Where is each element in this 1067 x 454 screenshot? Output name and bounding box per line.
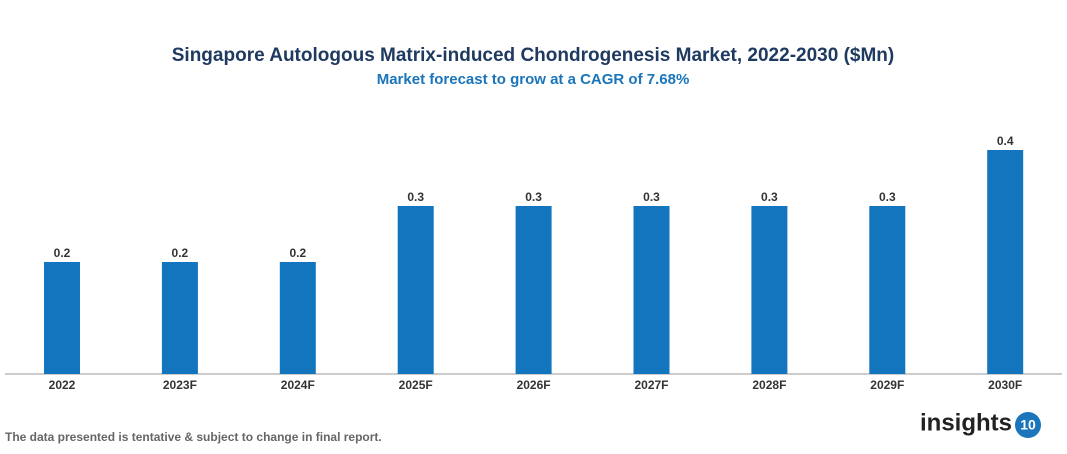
value-label: 0.3 bbox=[643, 190, 660, 204]
bar bbox=[751, 206, 788, 374]
x-tick-label: 2023F bbox=[163, 378, 197, 392]
value-label: 0.4 bbox=[997, 134, 1014, 148]
x-tick-label: 2029F bbox=[870, 378, 904, 392]
bar bbox=[397, 206, 434, 374]
value-label: 0.3 bbox=[407, 190, 424, 204]
bar bbox=[869, 206, 906, 374]
x-tick-label: 2022 bbox=[49, 378, 76, 392]
bar bbox=[633, 206, 670, 374]
x-tick-label: 2028F bbox=[752, 378, 786, 392]
x-tick-label: 2025F bbox=[399, 378, 433, 392]
value-label: 0.2 bbox=[289, 246, 306, 260]
logo-badge-text: 10 bbox=[1020, 417, 1036, 433]
bar bbox=[987, 150, 1024, 374]
value-label: 0.2 bbox=[54, 246, 71, 260]
x-tick-label: 2026F bbox=[517, 378, 551, 392]
value-label: 0.2 bbox=[172, 246, 189, 260]
bar bbox=[515, 206, 552, 374]
chart-subtitle: Market forecast to grow at a CAGR of 7.6… bbox=[377, 71, 690, 88]
bar bbox=[44, 262, 80, 374]
value-label: 0.3 bbox=[761, 190, 778, 204]
footnote: The data presented is tentative & subjec… bbox=[5, 430, 382, 444]
bar bbox=[279, 262, 316, 374]
x-tick-label: 2027F bbox=[634, 378, 668, 392]
logo-text: insights bbox=[920, 409, 1012, 436]
x-tick-label: 2024F bbox=[281, 378, 315, 392]
chart-title: Singapore Autologous Matrix-induced Chon… bbox=[172, 45, 894, 66]
logo-badge bbox=[1015, 412, 1041, 438]
bar bbox=[161, 262, 198, 374]
value-label: 0.3 bbox=[879, 190, 896, 204]
value-label: 0.3 bbox=[525, 190, 542, 204]
x-tick-label: 2030F bbox=[988, 378, 1022, 392]
